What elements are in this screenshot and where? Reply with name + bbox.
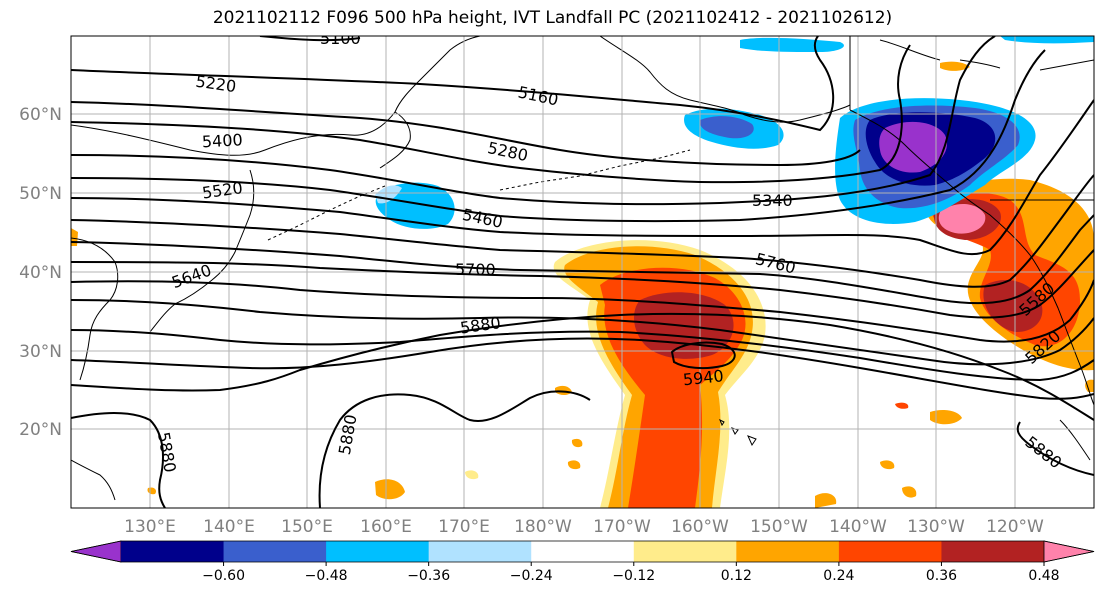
contour-5220 [71, 101, 861, 167]
lon-label: 130°W [907, 517, 965, 537]
contour-5700 [71, 299, 1094, 366]
colorbar-tick-label: 0.12 [721, 568, 752, 584]
colorbar-swatch [121, 541, 225, 562]
lon-label: 170°W [593, 517, 651, 537]
ivt-spot [375, 479, 405, 500]
lon-label: 140°W [829, 517, 887, 537]
contour-5880-main [71, 312, 1094, 421]
lon-label: 180°W [514, 517, 572, 537]
colorbar-tick-label: 0.48 [1028, 568, 1059, 584]
ivt-negative-gulf-purple [879, 121, 948, 173]
lat-label: 20°N [19, 420, 62, 440]
lon-label: 160°W [671, 517, 729, 537]
map-frame [70, 35, 1095, 509]
contour-5640 [71, 279, 1094, 343]
contour-5580 [71, 249, 1094, 319]
lat-label: 60°N [19, 105, 62, 125]
contour-5100 [259, 36, 361, 42]
colorbar-tick-label: 0.36 [926, 568, 957, 584]
lat-label: 40°N [19, 263, 62, 283]
colorbar-tick-label: −0.12 [612, 568, 655, 584]
lon-label: 170°E [438, 517, 490, 537]
colorbar-swatch [736, 541, 840, 562]
colorbar-swatch [326, 541, 430, 562]
lon-label: 160°E [360, 517, 412, 537]
contour-5760 [71, 329, 1094, 382]
colorbar-tick-label: −0.24 [510, 568, 553, 584]
lon-label: 140°E [203, 517, 255, 537]
contour-5280 [71, 44, 911, 184]
lon-label: 150°W [750, 517, 808, 537]
contour-5460 [71, 99, 1094, 256]
graticule [71, 36, 1094, 508]
lon-label: 150°E [281, 517, 333, 537]
height-contours [71, 36, 1094, 508]
contour-label-5340: 5340 [752, 191, 793, 210]
colorbar-swatch [223, 541, 327, 562]
contour-5520 [71, 214, 1094, 305]
colorbar-swatch [428, 541, 532, 562]
contour-5880-mid [318, 390, 591, 508]
contour-label-5940: 5940 [682, 366, 724, 389]
colorbar-extend-min [70, 540, 122, 563]
lat-label: 30°N [19, 342, 62, 362]
colorbar-swatch [941, 541, 1045, 562]
contour-5820 [71, 337, 1094, 400]
colorbar-swatch [531, 541, 635, 562]
lat-label: 50°N [19, 184, 62, 204]
contour-label-5100: 5100 [320, 29, 361, 48]
colorbar-outline [70, 540, 1095, 563]
ivt-negative-arctic [740, 37, 844, 52]
lat-axis: 60°N 50°N 40°N 30°N 20°N [19, 105, 62, 440]
contour-5160 [71, 36, 835, 132]
colorbar: −0.60 −0.48 −0.36 −0.24 −0.12 0.12 0.24 0.36 0.4… [70, 540, 1095, 584]
colorbar-tick-label: −0.36 [407, 568, 450, 584]
colorbar-tick-label: −0.48 [305, 568, 348, 584]
colorbar-tick-label: 0.24 [823, 568, 854, 584]
lon-label: 130°E [124, 517, 176, 537]
contour-label-5700: 5700 [455, 260, 496, 279]
contour-5880-east [1016, 421, 1094, 476]
contour-5880-west [71, 412, 166, 508]
contour-5340 [71, 36, 996, 206]
colorbar-swatch [838, 541, 942, 562]
lon-axis: 130°E 140°E 150°E 160°E 170°E 180°W 170°… [124, 517, 1044, 537]
colorbar-swatch [633, 541, 737, 562]
chart-title: 2021102112 F096 500 hPa height, IVT Land… [212, 8, 893, 28]
contour-label-5400: 5400 [201, 130, 243, 151]
colorbar-extend-max [1043, 540, 1095, 563]
lon-label: 120°W [986, 517, 1044, 537]
contour-5940 [670, 341, 736, 370]
colorbar-tick-label: −0.60 [202, 568, 245, 584]
ivt-positive-coast-pink [938, 204, 986, 234]
